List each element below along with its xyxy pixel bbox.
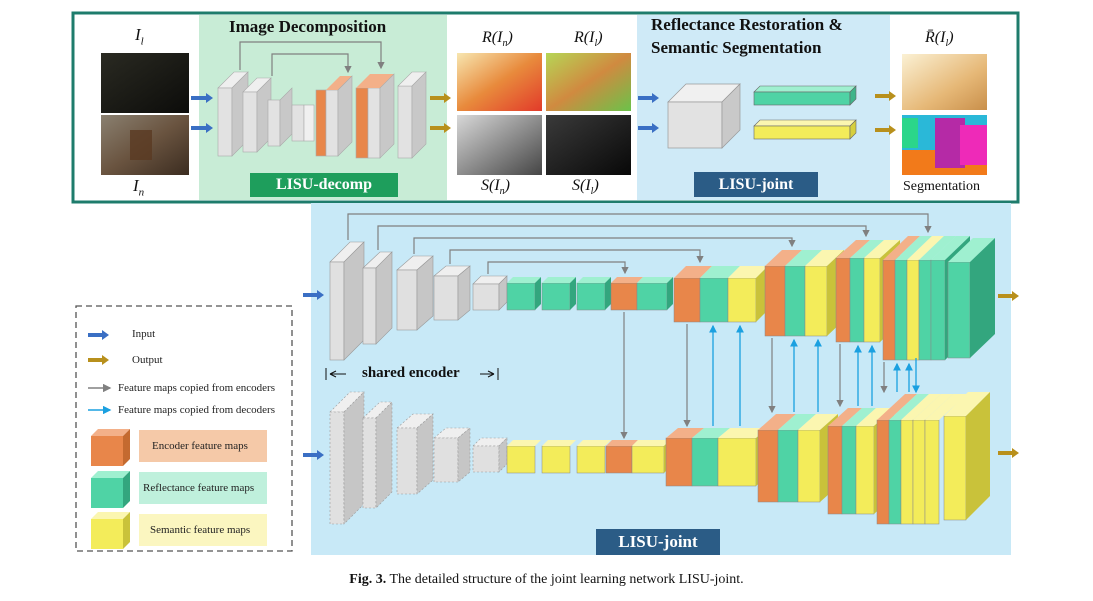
legend-reflectance: Reflectance feature maps (143, 482, 255, 494)
stage1-title: Image Decomposition (229, 17, 387, 36)
image-restored-reflectance (902, 54, 987, 110)
legend-markers (88, 330, 267, 549)
caption-prefix: Fig. 3. (349, 572, 387, 587)
label-r-in: R(In) (482, 29, 513, 50)
upper-branch-encoder (329, 241, 508, 361)
figure-caption: Fig. 3. The detailed structure of the jo… (0, 572, 1093, 588)
shared-encoder-bracket (325, 368, 499, 380)
legend-semantic: Semantic feature maps (150, 524, 251, 536)
joint-output-arrows (875, 91, 896, 135)
joint-simplified (667, 83, 857, 149)
encoder-to-lower-connections (620, 312, 888, 440)
legend-enc-copy: Feature maps copied from encoders (118, 382, 275, 394)
label-segmentation: Segmentation (903, 179, 980, 194)
upper-decoder-blocks (506, 236, 995, 361)
bottom-tag: LISU-joint (596, 529, 720, 555)
legend-box (75, 305, 293, 552)
decomp-network (217, 41, 427, 159)
legend-output: Output (132, 354, 163, 366)
stage2-title-line2: Semantic Segmentation (651, 38, 822, 57)
caption-text: The detailed structure of the joint lear… (389, 572, 744, 587)
decomp-output-arrows (430, 93, 451, 133)
image-shading-normal (457, 115, 542, 175)
input-arrows-top (191, 93, 213, 133)
label-s-in: S(In) (481, 177, 510, 198)
upper-skip-connections (347, 213, 932, 275)
stage2-tag: LISU-joint (694, 172, 818, 197)
image-segmentation (902, 115, 987, 175)
label-s-il: S(Il) (572, 177, 599, 198)
label-low-light: Il (135, 25, 144, 48)
shared-encoder-label: shared encoder (362, 365, 460, 381)
bottom-output-arrows (998, 291, 1019, 458)
lower-branch-encoder (329, 391, 508, 525)
label-r-il: R(Il) (574, 29, 603, 50)
bottom-input-arrows (303, 290, 324, 460)
label-normal-light: In (133, 176, 145, 199)
image-low-light (101, 53, 189, 113)
image-reflectance-normal (457, 53, 542, 111)
stage1-tag: LISU-decomp (250, 173, 398, 197)
legend-dec-copy: Feature maps copied from decoders (118, 404, 275, 416)
image-reflectance-low (546, 53, 631, 111)
legend-encoder: Encoder feature maps (152, 440, 248, 452)
image-shading-low (546, 115, 631, 175)
decoder-cross-connections (709, 324, 920, 426)
label-restored: R̄(Il) (925, 29, 954, 50)
stage2-title-line1: Reflectance Restoration & (651, 15, 843, 34)
lower-decoder-blocks (506, 392, 990, 525)
legend-input: Input (132, 328, 156, 340)
joint-input-arrows (638, 93, 659, 133)
